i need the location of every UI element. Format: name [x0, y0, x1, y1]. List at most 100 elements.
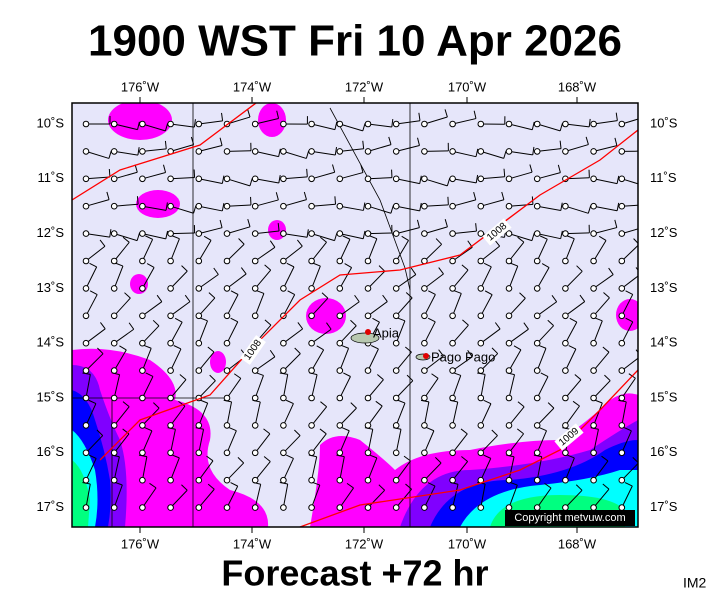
barb-flag	[128, 322, 135, 330]
barb-shaft	[536, 301, 557, 317]
barb-station	[505, 120, 513, 128]
barb-shaft	[452, 118, 477, 125]
barb-station	[392, 202, 400, 210]
barb-station	[308, 257, 315, 265]
barb-shaft	[367, 405, 383, 426]
barb-station	[533, 504, 541, 511]
barb-shaft	[367, 457, 378, 481]
barb-station	[82, 312, 90, 320]
barb-shaft	[198, 240, 212, 262]
barb-flag	[137, 121, 140, 130]
barb-flag	[517, 401, 525, 408]
barb-shaft	[311, 171, 335, 180]
barb-shaft	[367, 348, 379, 371]
barb-flag	[167, 427, 176, 430]
barb-shaft	[170, 429, 176, 453]
barb-shaft	[593, 402, 603, 426]
barb-shaft	[593, 205, 618, 212]
barb-shaft	[593, 227, 617, 235]
barb-flag	[213, 267, 219, 275]
barb-station	[477, 175, 485, 183]
barb-station	[110, 422, 118, 429]
barb-shaft	[339, 430, 350, 453]
barb-shaft	[283, 245, 303, 262]
barb-flag	[438, 349, 444, 357]
barb-flag	[460, 428, 468, 435]
lat-label: 10˚S	[650, 115, 678, 130]
barb-station	[223, 476, 231, 484]
barb-station	[167, 257, 174, 265]
barb-flag	[364, 427, 373, 430]
barb-flag	[286, 454, 294, 459]
barb-shaft	[170, 232, 195, 235]
barb-station	[392, 230, 400, 237]
barb-flag	[569, 317, 578, 323]
barb-flag	[547, 319, 554, 327]
barb-flag	[334, 147, 338, 156]
barb-flag	[136, 232, 140, 241]
barb-flag	[312, 262, 321, 267]
barb-flag	[247, 219, 251, 227]
barb-flag	[378, 265, 386, 272]
barb-flag	[450, 481, 459, 485]
barb-flag	[294, 347, 301, 354]
barb-shaft	[142, 148, 167, 152]
barb-shaft	[254, 375, 264, 399]
barb-shaft	[593, 274, 614, 289]
barb-shaft	[311, 406, 328, 426]
barb-flag	[428, 290, 436, 295]
barb-shaft	[283, 199, 307, 207]
barb-station	[449, 175, 456, 183]
barb-shaft	[311, 328, 332, 344]
barb-flag	[219, 219, 223, 228]
barb-station	[421, 285, 428, 292]
barb-flag	[82, 482, 91, 485]
barb-flag	[263, 428, 271, 435]
barb-flag	[269, 240, 276, 248]
barb-station	[110, 285, 118, 292]
barb-shaft	[480, 150, 504, 159]
barb-flag	[501, 191, 505, 200]
barb-station	[421, 148, 428, 155]
barb-flag	[574, 374, 582, 381]
barb-station	[336, 367, 344, 374]
barb-station	[421, 449, 428, 457]
barb-flag	[278, 148, 281, 157]
barb-station	[533, 394, 541, 402]
barb-station	[449, 449, 456, 457]
barb-shaft	[85, 294, 98, 317]
barb-flag	[137, 147, 140, 156]
barb-flag	[568, 345, 577, 350]
barb-shaft	[170, 321, 183, 344]
barb-station	[562, 339, 569, 347]
barb-shaft	[339, 325, 357, 344]
barb-flag	[184, 294, 191, 302]
barb-shaft	[170, 176, 195, 180]
barb-station	[336, 339, 344, 347]
barb-shaft	[621, 204, 638, 207]
barb-shaft	[508, 123, 533, 131]
barb-shaft	[508, 328, 529, 344]
lat-label: 16˚S	[650, 444, 678, 459]
barb-flag	[473, 192, 477, 201]
marker-apia	[365, 329, 371, 335]
barb-station	[82, 257, 90, 265]
barb-station	[364, 504, 372, 511]
barb-station	[364, 449, 372, 457]
barb-station	[364, 257, 372, 265]
barb-shaft	[113, 241, 130, 262]
barb-flag	[467, 349, 473, 358]
barb-station	[562, 367, 569, 374]
barb-flag	[477, 372, 486, 375]
barb-flag	[375, 400, 383, 407]
barb-flag	[444, 109, 448, 118]
barb-flag	[303, 191, 307, 200]
barb-flag	[334, 121, 338, 130]
barb-station	[82, 285, 90, 292]
barb-flag	[541, 263, 550, 268]
barb-shaft	[141, 376, 154, 399]
barb-shaft	[113, 349, 127, 371]
lat-label: 11˚S	[650, 170, 677, 185]
barb-flag	[579, 294, 586, 302]
barb-shaft	[452, 269, 469, 289]
